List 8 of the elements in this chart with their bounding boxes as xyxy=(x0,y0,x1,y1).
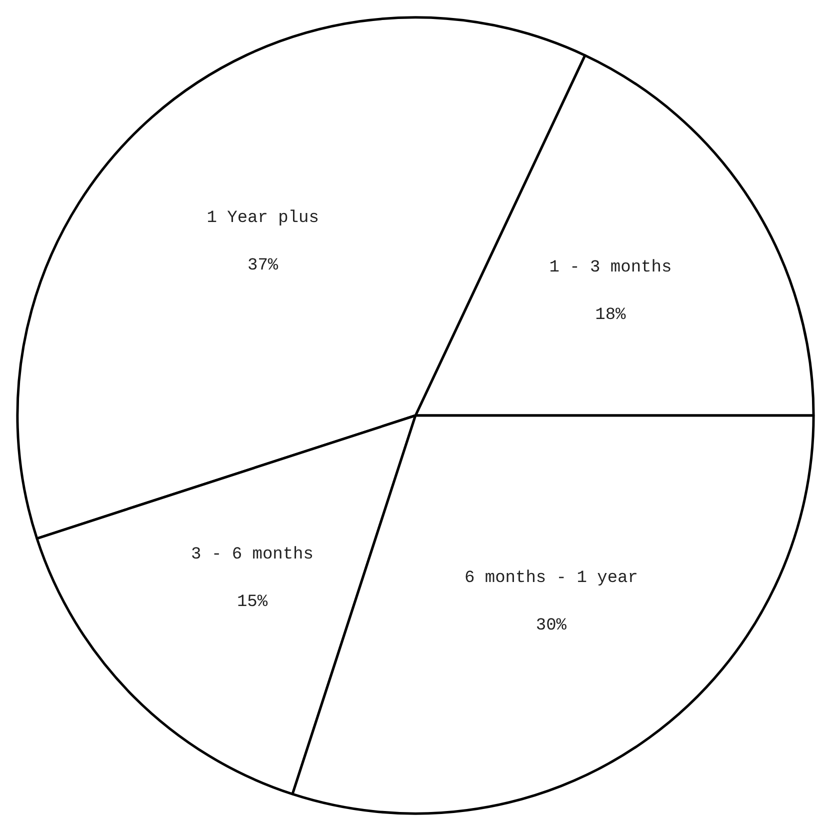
data-label: 30% xyxy=(536,616,568,636)
data-label: 37% xyxy=(248,256,279,276)
slice-label: 6 months - 1 year xyxy=(464,568,638,588)
slice-label: 1 - 3 months xyxy=(549,258,672,278)
data-label: 15% xyxy=(236,593,268,612)
data-label: 18% xyxy=(595,306,627,326)
slice-label: 3 - 6 months xyxy=(191,545,314,564)
slice-label: 1 Year plus xyxy=(206,208,319,228)
